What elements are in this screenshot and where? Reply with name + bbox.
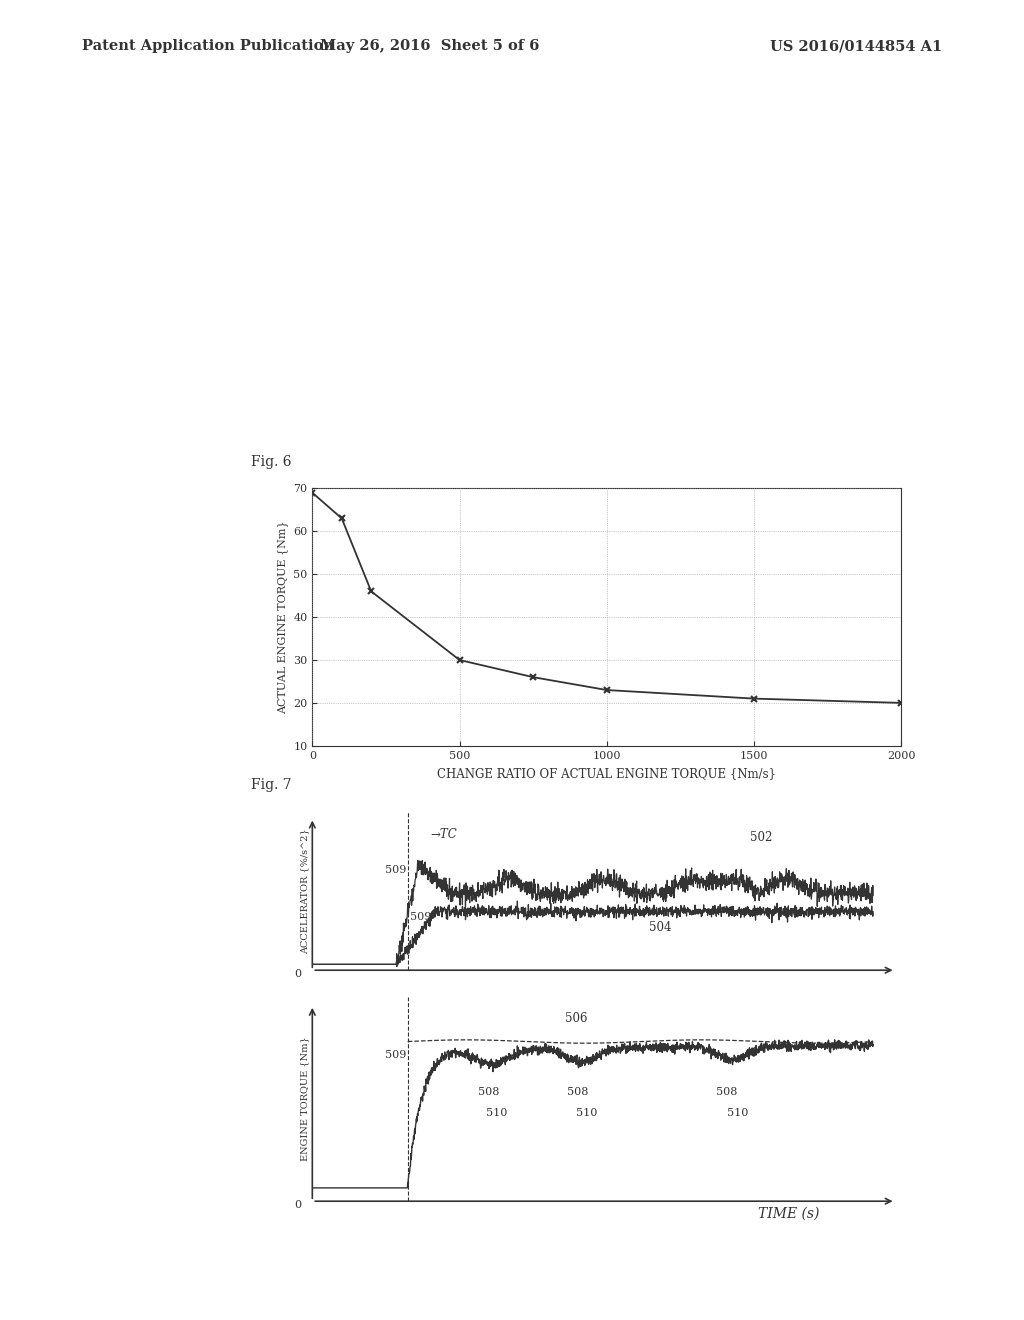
Text: US 2016/0144854 A1: US 2016/0144854 A1: [770, 40, 942, 53]
Text: 502: 502: [750, 832, 772, 843]
Text: 509: 509: [385, 865, 407, 875]
Text: 508: 508: [716, 1086, 737, 1097]
Y-axis label: ACTUAL ENGINE TORQUE {Nm}: ACTUAL ENGINE TORQUE {Nm}: [276, 520, 288, 714]
Text: Fig. 7: Fig. 7: [251, 777, 292, 792]
Text: 509: 509: [411, 912, 432, 921]
X-axis label: CHANGE RATIO OF ACTUAL ENGINE TORQUE {Nm/s}: CHANGE RATIO OF ACTUAL ENGINE TORQUE {Nm…: [437, 768, 776, 780]
Text: 0: 0: [294, 969, 301, 979]
Text: TIME (s): TIME (s): [759, 1206, 819, 1221]
Text: 510: 510: [575, 1109, 597, 1118]
Text: 504: 504: [649, 921, 672, 935]
Text: 509: 509: [385, 1051, 407, 1060]
Y-axis label: ACCELERATOR {%/s^2}: ACCELERATOR {%/s^2}: [300, 828, 309, 954]
Text: 0: 0: [294, 1200, 301, 1209]
Text: May 26, 2016  Sheet 5 of 6: May 26, 2016 Sheet 5 of 6: [321, 40, 540, 53]
Text: 508: 508: [567, 1086, 589, 1097]
Y-axis label: ENGINE TORQUE {Nm}: ENGINE TORQUE {Nm}: [300, 1036, 309, 1162]
Text: 506: 506: [564, 1011, 587, 1024]
Text: Fig. 6: Fig. 6: [251, 454, 292, 469]
Text: 510: 510: [486, 1109, 508, 1118]
Text: →TC: →TC: [430, 828, 457, 841]
Text: 508: 508: [478, 1086, 499, 1097]
Text: 510: 510: [727, 1109, 749, 1118]
Text: Patent Application Publication: Patent Application Publication: [82, 40, 334, 53]
